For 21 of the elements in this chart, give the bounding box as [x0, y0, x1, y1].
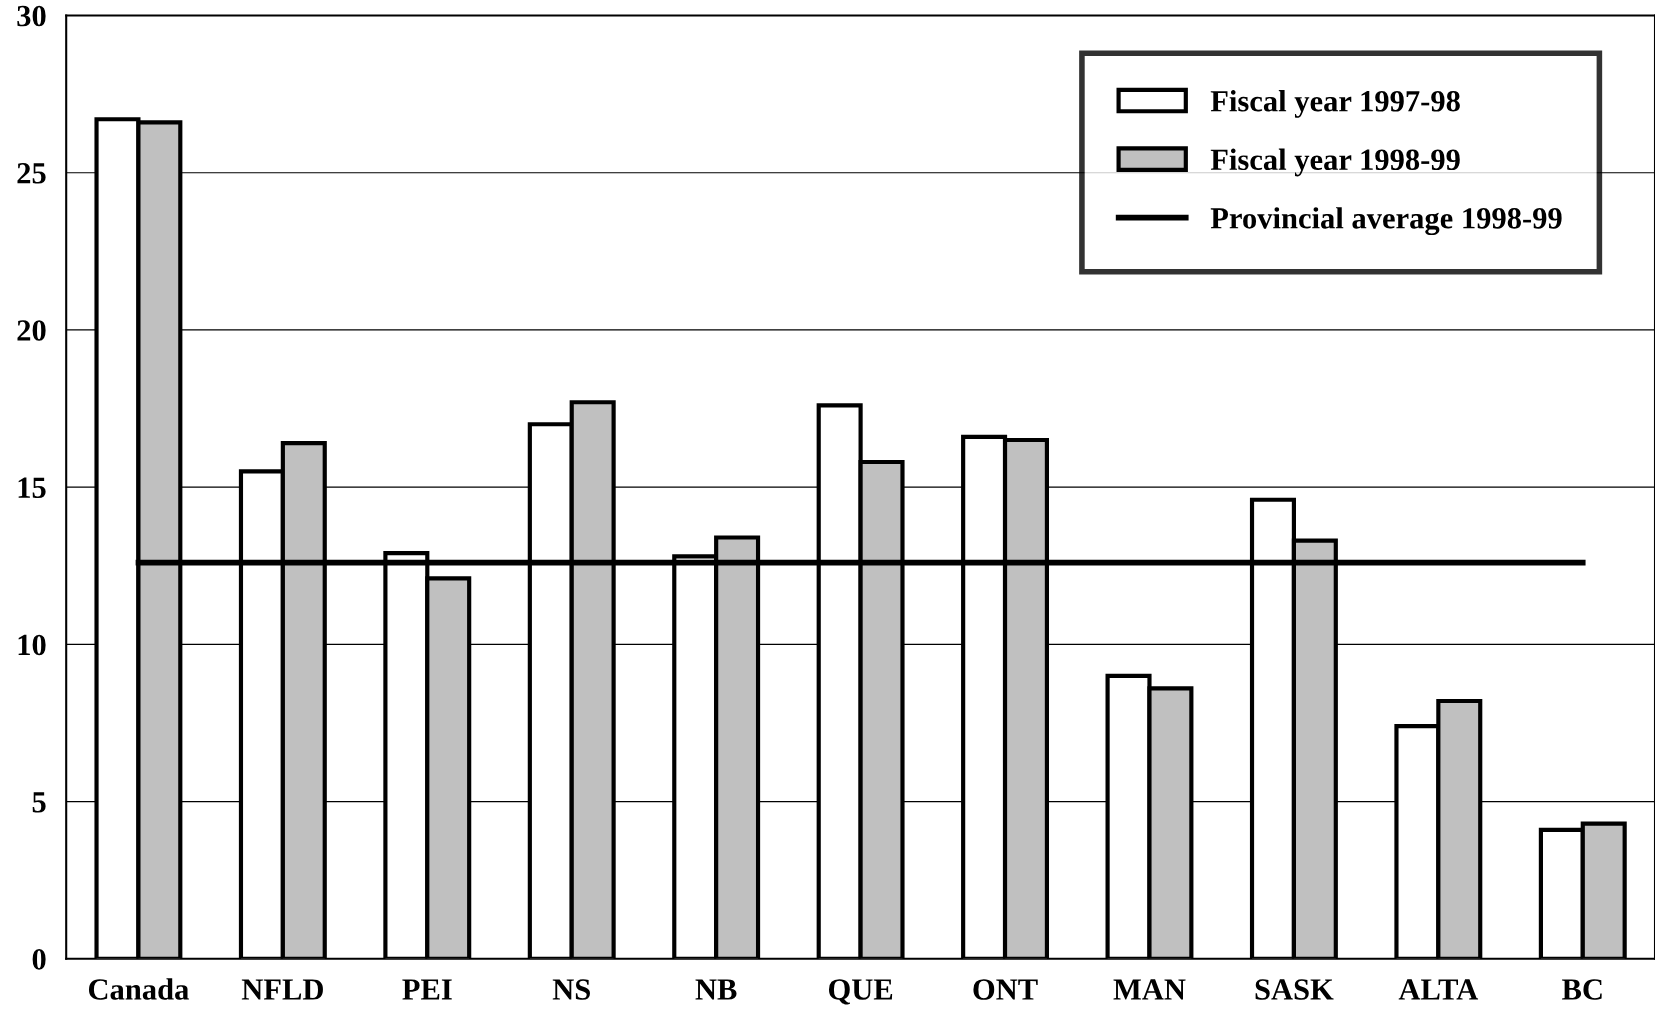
y-tick-label: 15	[18, 477, 46, 499]
x-tick-label: MAN	[1113, 979, 1186, 1000]
x-tick-label: NB	[695, 979, 737, 1000]
legend-label: Fiscal year 1997-98	[1210, 90, 1460, 118]
legend-label: Fiscal year 1998-99	[1210, 148, 1460, 177]
x-tick-label: BC	[1562, 979, 1602, 1000]
y-tick-label: 20	[17, 320, 46, 341]
x-tick-label: Canada	[88, 978, 189, 1000]
x-tick-label: ONT	[973, 979, 1038, 1000]
x-tick-label: QUE	[828, 979, 893, 1005]
y-tick-label: 5	[32, 792, 46, 813]
x-tick-label: NS	[552, 979, 590, 1000]
x-tick-label: SASK	[1255, 979, 1334, 1000]
x-tick-label: PEI	[402, 979, 452, 1000]
y-tick-label: 30	[17, 5, 46, 27]
x-tick-label: ALTA	[1398, 979, 1479, 1000]
legend-label: Provincial average 1998-99	[1210, 207, 1562, 236]
y-tick-label: 25	[17, 163, 46, 184]
x-tick-label: NFLD	[241, 979, 323, 1000]
y-tick-label: 0	[32, 949, 46, 970]
y-tick-label: 10	[18, 634, 46, 656]
